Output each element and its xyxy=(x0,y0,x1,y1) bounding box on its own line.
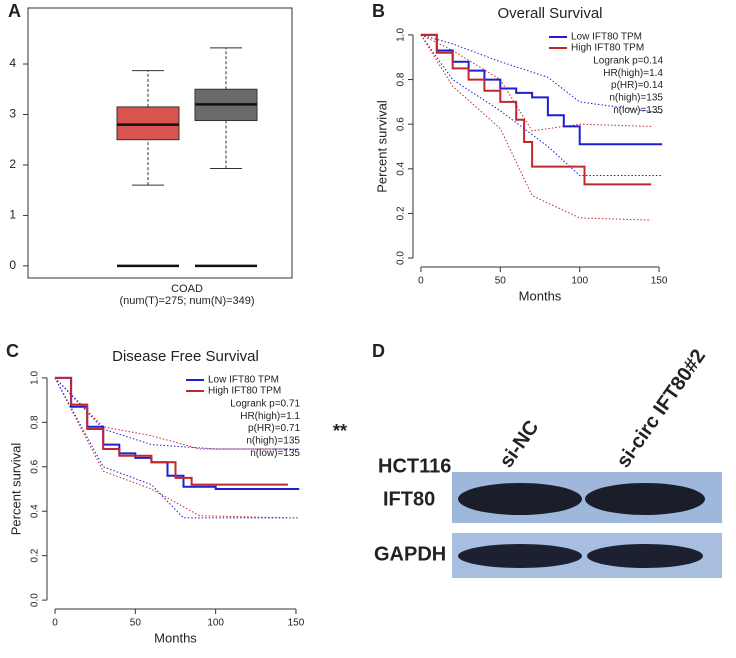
survival-curve xyxy=(420,33,652,186)
x-tick-label: 150 xyxy=(651,276,668,287)
annotation: n(high)=135 xyxy=(246,436,300,447)
annotation: n(high)=135 xyxy=(609,93,663,104)
y-tick-label: 4 xyxy=(9,56,16,70)
y-tick-label: 0.8 xyxy=(30,415,41,429)
cell-line: HCT116 xyxy=(378,455,451,477)
y-tick-label: 1.0 xyxy=(396,28,407,42)
panel-label: A xyxy=(8,1,21,21)
x-axis-label: COAD xyxy=(171,283,203,295)
annotation: HR(high)=1.1 xyxy=(240,411,300,422)
y-tick-label: 0.6 xyxy=(30,459,41,473)
x-tick-label: 0 xyxy=(52,618,58,629)
annotation: n(low)=135 xyxy=(613,105,663,116)
legend-label: High IFT80 TPM xyxy=(571,43,644,54)
y-tick-label: 0.8 xyxy=(396,72,407,86)
significance: ** xyxy=(333,421,347,441)
x-axis-note: (num(T)=275; num(N)=349) xyxy=(119,295,254,307)
lane-label: si-circ IFT80#2 xyxy=(612,345,710,471)
x-axis-label: Months xyxy=(154,630,197,645)
x-tick-label: 0 xyxy=(418,276,424,287)
panel-label: D xyxy=(372,341,385,361)
y-tick-label: 0.0 xyxy=(396,251,407,265)
y-tick-label: 0.4 xyxy=(30,504,41,518)
y-axis-label: Percent survival xyxy=(8,443,23,536)
confidence-line xyxy=(420,34,652,221)
row-label: GAPDH xyxy=(374,543,446,565)
annotation: p(HR)=0.14 xyxy=(611,80,663,91)
x-tick-label: 150 xyxy=(288,618,305,629)
panel-label: B xyxy=(372,1,385,21)
legend-label: High IFT80 TPM xyxy=(208,386,281,397)
y-tick-label: 0.4 xyxy=(396,161,407,175)
western-blot: HCT116 IFT80 GAPDH si-NC si-circ IFT80#2 xyxy=(374,345,722,578)
y-tick-label: 1 xyxy=(9,208,16,222)
x-tick-label: 50 xyxy=(130,618,142,629)
survival-curve xyxy=(55,376,288,486)
y-tick-label: 0.0 xyxy=(30,593,41,607)
confidence-line xyxy=(54,377,300,519)
annotation: p(HR)=0.71 xyxy=(248,423,300,434)
annotation: Logrank p=0.71 xyxy=(230,399,300,410)
plot-frame xyxy=(27,7,293,279)
lane-label: si-NC xyxy=(495,416,543,471)
x-tick-label: 100 xyxy=(571,276,588,287)
blot-band xyxy=(585,483,705,515)
y-tick-label: 0.2 xyxy=(30,548,41,562)
x-tick-label: 50 xyxy=(495,276,507,287)
confidence-line xyxy=(54,377,288,519)
annotation: Logrank p=0.14 xyxy=(593,56,663,67)
blot-band xyxy=(587,544,703,568)
y-tick-label: 0 xyxy=(9,258,16,272)
y-tick-label: 1.0 xyxy=(30,371,41,385)
chart-title: Overall Survival xyxy=(497,5,602,22)
blot-band xyxy=(458,544,582,568)
x-axis-label: Months xyxy=(519,288,562,303)
annotation: n(low)=135 xyxy=(250,448,300,459)
box xyxy=(116,106,180,141)
annotation: HR(high)=1.4 xyxy=(603,68,663,79)
panel-label: C xyxy=(6,341,19,361)
chart-title: Disease Free Survival xyxy=(112,348,259,365)
y-tick-label: 3 xyxy=(9,107,16,121)
y-tick-label: 0.6 xyxy=(396,117,407,131)
x-tick-label: 100 xyxy=(207,618,224,629)
blot-band xyxy=(458,483,582,515)
confidence-line xyxy=(420,34,663,114)
row-label: IFT80 xyxy=(383,488,435,510)
y-axis-label: Percent survival xyxy=(374,100,389,193)
legend-label: Low IFT80 TPM xyxy=(208,375,279,386)
y-tick-label: 0.2 xyxy=(396,206,407,220)
y-tick-label: 2 xyxy=(9,157,16,171)
legend-label: Low IFT80 TPM xyxy=(571,32,642,43)
confidence-line xyxy=(420,34,663,176)
